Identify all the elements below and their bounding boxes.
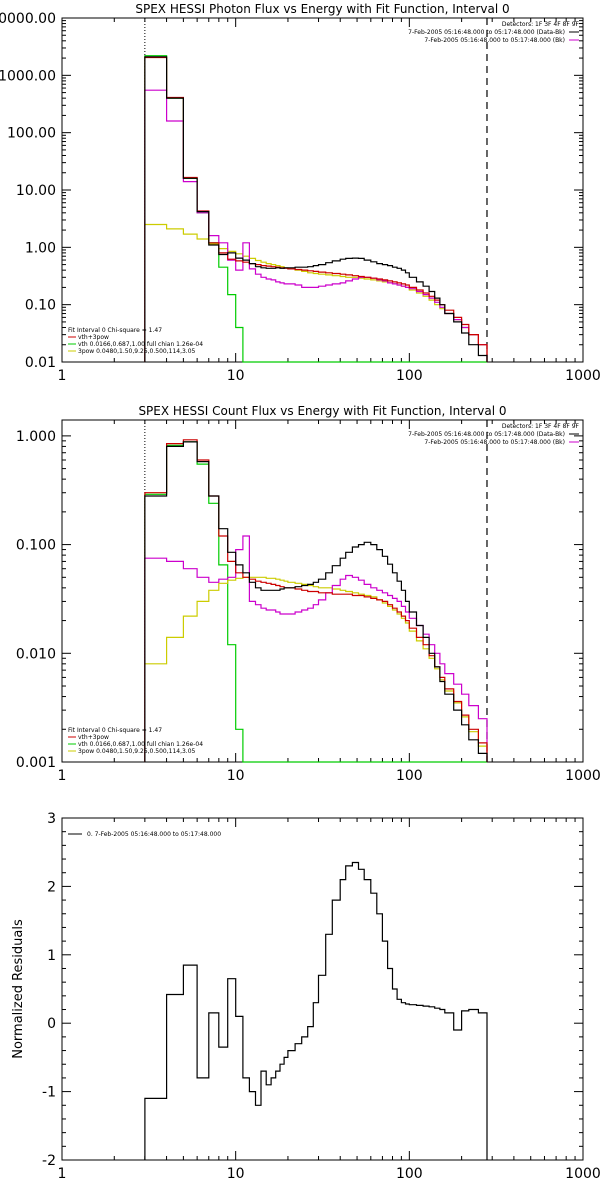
- plot-frame: [61, 419, 584, 763]
- y-axis-label: Normalized Residuals: [11, 919, 26, 1059]
- x-tick-label: 10: [227, 768, 245, 784]
- y-tick-label: 100.00: [7, 126, 56, 142]
- y-tick-label: 10.00: [16, 183, 56, 199]
- y-tick-label: 0: [47, 1016, 56, 1032]
- legend-entry: 7-Feb-2005 05:16:48.000 to 05:17:48.000 …: [408, 431, 565, 438]
- x-tick-label: 1000: [565, 768, 600, 784]
- x-tick-label: 100: [396, 768, 423, 784]
- x-tick-label: 1: [58, 768, 67, 784]
- legend-entry: 3pow 0.0480,1.50,9.25,0.500,114,3.05: [78, 348, 196, 355]
- legend-entry: Fit Interval 0 Chi-square = 1.47: [68, 727, 162, 734]
- series-line-bk: [144, 89, 488, 362]
- y-tick-label: 0.10: [25, 298, 56, 314]
- y-tick-label: 0.010: [16, 646, 56, 662]
- legend-entry: Fit Interval 0 Chi-square = 1.47: [68, 327, 162, 334]
- y-tick-label: 2: [47, 879, 56, 895]
- legend-entry: vth+3pow: [78, 334, 109, 341]
- legend-entry: vth 0.0166,0.687,1.00 full chian 1.26e-0…: [78, 341, 203, 348]
- legend-entry: 7-Feb-2005 05:16:48.000 to 05:17:48.000 …: [408, 29, 565, 36]
- y-tick-label: -1: [42, 1085, 56, 1101]
- legend-entry: 7-Feb-2005 05:16:48.000 to 05:17:48.000 …: [424, 439, 565, 446]
- legend-entry: vth 0.0166,0.687,1.00 full chian 1.26e-0…: [78, 741, 203, 748]
- chart-title: SPEX HESSI Count Flux vs Energy with Fit…: [138, 404, 506, 418]
- x-tick-label: 100: [396, 368, 423, 384]
- legend-entry: Detectors: 1F 3F 4F 8F 9F: [502, 21, 580, 28]
- y-tick-label: 0.01: [25, 355, 56, 371]
- x-tick-label: 10: [227, 1166, 245, 1182]
- series-line-vth: [144, 55, 487, 363]
- x-tick-label: 1000: [565, 368, 600, 384]
- y-tick-label: 3: [47, 811, 56, 827]
- x-tick-label: 1000: [565, 1166, 600, 1182]
- series-line-vth-3pow: [144, 439, 488, 762]
- y-tick-label: 1.00: [25, 240, 56, 256]
- series-line-vth-3pow: [144, 56, 488, 362]
- x-tick-label: 1: [58, 368, 67, 384]
- series-line-data-bk: [144, 56, 488, 362]
- series-line-bk: [144, 535, 488, 762]
- series-line-vth: [144, 441, 487, 763]
- y-tick-label: 1000.00: [0, 68, 56, 84]
- y-tick-label: -2: [42, 1153, 56, 1169]
- plot-frame: [61, 817, 584, 1161]
- plot-frame: [61, 17, 584, 363]
- series-line-data-bk: [144, 441, 488, 762]
- series-line-3pow: [144, 576, 488, 762]
- x-tick-label: 100: [396, 1166, 423, 1182]
- legend-entry: 3pow 0.0480,1.50,9.25,0.500,114,3.05: [78, 748, 196, 755]
- series-line-0-7-feb-2005-05-16-48-000-to-05-17-48-000: [144, 861, 488, 1160]
- legend-entry: 7-Feb-2005 05:16:48.000 to 05:17:48.000 …: [424, 37, 565, 44]
- y-tick-label: 1.000: [16, 429, 56, 445]
- y-tick-label: 1: [47, 948, 56, 964]
- y-tick-label: 0.001: [16, 755, 56, 771]
- legend-entry: Detectors: 1F 3F 4F 8F 9F: [502, 423, 580, 430]
- x-tick-label: 1: [58, 1166, 67, 1182]
- legend-entry: 0. 7-Feb-2005 05:16:48.000 to 05:17:48.0…: [87, 831, 221, 838]
- y-tick-label: 0.100: [16, 538, 56, 554]
- x-tick-label: 10: [227, 368, 245, 384]
- legend-entry: vth+3pow: [78, 734, 109, 741]
- chart-title: SPEX HESSI Photon Flux vs Energy with Fi…: [135, 2, 509, 16]
